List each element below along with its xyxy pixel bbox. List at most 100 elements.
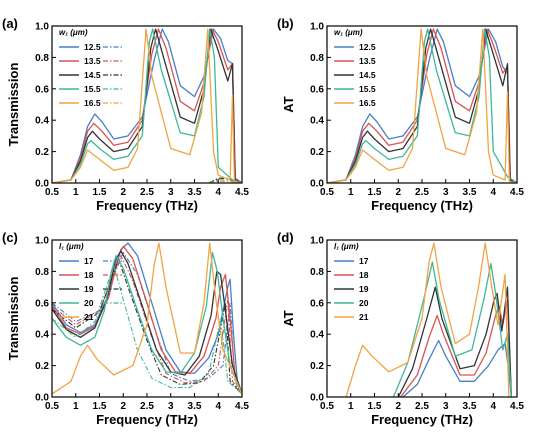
- series-dashed-line-20: [52, 263, 242, 395]
- series-dashed-line-18: [52, 254, 242, 395]
- legend-label-12.5: 12.5: [84, 42, 101, 52]
- series-line-14.5: [327, 28, 517, 183]
- plot-area: [52, 242, 242, 395]
- x-tick-label: 2.5: [140, 401, 154, 412]
- x-tick-label: 3.5: [188, 187, 202, 198]
- y-tick-label: 1.0: [35, 22, 49, 33]
- series-line-20: [52, 251, 242, 395]
- x-axis-label: Frequency (THz): [96, 198, 198, 213]
- x-tick-label: 4.5: [235, 187, 249, 198]
- panel-label: (a): [2, 16, 18, 31]
- y-tick-label: 0.8: [310, 53, 324, 64]
- x-tick-label: 1: [73, 187, 79, 198]
- x-tick-label: 2.5: [140, 187, 154, 198]
- series-line-13.5: [327, 28, 517, 183]
- x-tick-label: 2: [395, 401, 401, 412]
- y-tick-label: 0.4: [35, 116, 49, 127]
- x-axis-label: Frequency (THz): [371, 412, 473, 427]
- x-tick-label: 1: [348, 401, 354, 412]
- legend-label-21: 21: [84, 312, 94, 322]
- y-tick-label: 1.0: [310, 22, 324, 33]
- series-line-21: [345, 242, 510, 397]
- legend-label-13.5: 13.5: [84, 56, 101, 66]
- panel-label: (b): [277, 16, 294, 31]
- plot-area: [52, 28, 242, 183]
- panel-c: (c) 0.5 1 1.5 2 2.5 3 3.5 4 4.5 0.0 0.2 0.4 0.6 0.8 1.0…: [2, 230, 249, 427]
- series-line-19: [52, 250, 242, 395]
- x-tick-label: 0.5: [45, 187, 59, 198]
- legend-label-19: 19: [359, 284, 369, 294]
- x-tick-label: 4.5: [510, 187, 524, 198]
- y-tick-label: 0.0: [35, 179, 49, 190]
- plot-area: [345, 242, 512, 397]
- panel-label: (d): [277, 230, 294, 245]
- legend-label-16.5: 16.5: [84, 98, 101, 108]
- x-tick-label: 1: [73, 401, 79, 412]
- legend-label-18: 18: [359, 270, 369, 280]
- y-tick-label: 0.6: [310, 84, 324, 95]
- x-tick-label: 3: [443, 401, 449, 412]
- legend-label-21: 21: [359, 312, 369, 322]
- panel-b: (b) 0.5 1 1.5 2 2.5 3 3.5 4 4.5 0.0 0.2 0.4 0.6 0.8 1.0…: [277, 16, 524, 213]
- legend-label-13.5: 13.5: [359, 56, 376, 66]
- y-tick-label: 0.6: [35, 84, 49, 95]
- x-tick-label: 3.5: [463, 187, 477, 198]
- y-axis-label: AT: [281, 310, 296, 326]
- y-tick-label: 0.2: [310, 361, 324, 372]
- x-tick-label: 4: [490, 187, 496, 198]
- y-tick-label: 0.8: [35, 267, 49, 278]
- series-line-13.5: [52, 28, 242, 183]
- x-tick-label: 1.5: [93, 187, 107, 198]
- series-line-12.5: [52, 28, 242, 183]
- series-line-21: [52, 242, 242, 395]
- x-tick-label: 2: [395, 187, 401, 198]
- series-dashed-line-16.5: [52, 180, 242, 183]
- legend-title: l₁ (μm): [334, 242, 359, 251]
- x-tick-label: 3: [443, 187, 449, 198]
- x-tick-label: 3: [168, 187, 174, 198]
- x-tick-label: 0.5: [45, 401, 59, 412]
- y-tick-label: 0.2: [35, 147, 49, 158]
- legend-title: w₁ (μm): [334, 28, 363, 37]
- plot-area: [327, 28, 517, 183]
- series-line-16.5: [327, 28, 517, 183]
- x-tick-label: 0.5: [320, 187, 334, 198]
- y-tick-label: 0.8: [310, 267, 324, 278]
- panel-d: (d) 0.5 1 1.5 2 2.5 3 3.5 4 4.5 0.0 0.2 0.4 0.6 0.8 1.0…: [277, 230, 524, 427]
- series-line-15.5: [52, 28, 242, 183]
- y-tick-label: 1.0: [35, 236, 49, 247]
- x-tick-label: 1: [348, 187, 354, 198]
- x-axis-label: Frequency (THz): [371, 198, 473, 213]
- panel-a: (a) 0.5 1 1.5 2 2.5 3 3.5 4 4.5 0.0 0.2 0.4 0.6 0.8 1.0…: [2, 16, 249, 213]
- series-line-17: [52, 242, 242, 395]
- legend-label-12.5: 12.5: [359, 42, 376, 52]
- x-tick-label: 3: [168, 401, 174, 412]
- x-tick-label: 2.5: [415, 187, 429, 198]
- x-tick-label: 1.5: [93, 401, 107, 412]
- x-tick-label: 1.5: [368, 187, 382, 198]
- x-tick-label: 4.5: [235, 401, 249, 412]
- legend-title: w₁ (μm): [59, 28, 88, 37]
- panel-label: (c): [2, 230, 18, 245]
- series-line-18: [400, 299, 512, 397]
- series-dashed-line-15.5: [52, 179, 242, 183]
- legend-label-19: 19: [84, 284, 94, 294]
- y-tick-label: 0.2: [35, 361, 49, 372]
- x-tick-label: 4: [215, 187, 221, 198]
- series-dashed-line-19: [52, 257, 242, 395]
- series-line-16.5: [52, 28, 242, 183]
- y-tick-label: 0.2: [310, 147, 324, 158]
- y-tick-label: 0.0: [35, 393, 49, 404]
- y-tick-label: 1.0: [310, 236, 324, 247]
- x-tick-label: 3.5: [463, 401, 477, 412]
- x-tick-label: 2.5: [415, 401, 429, 412]
- series-line-17: [402, 339, 512, 397]
- x-tick-label: 4: [215, 401, 221, 412]
- legend-title: l₁ (μm): [59, 242, 84, 251]
- x-tick-label: 4: [490, 401, 496, 412]
- series-line-19: [397, 286, 512, 397]
- legend-label-17: 17: [359, 256, 369, 266]
- legend-label-14.5: 14.5: [84, 70, 101, 80]
- y-axis-label: Transmission: [6, 277, 21, 361]
- series-line-14.5: [52, 28, 242, 183]
